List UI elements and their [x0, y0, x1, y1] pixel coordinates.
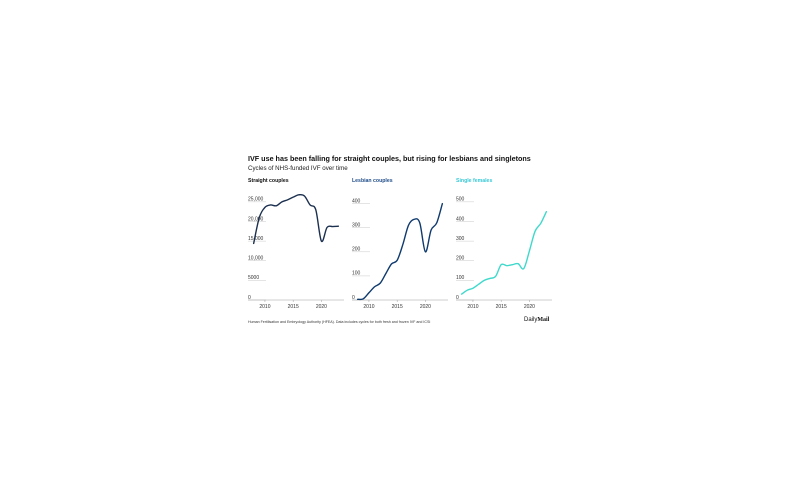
brand-part-1: Daily [524, 317, 538, 323]
x-tick-label: 2020 [420, 304, 431, 310]
x-tick-label: 2010 [363, 304, 374, 310]
x-tick-label: 2020 [524, 304, 535, 310]
chart-subtitle: Cycles of NHS-funded IVF over time [248, 165, 348, 172]
y-tick-label: 300 [352, 223, 361, 229]
panel-title-lesbian: Lesbian couples [352, 178, 393, 184]
straight-couples-chart: 0 5000 10,000 15,000 20,000 25,000 2010 2015 202… [248, 193, 344, 310]
y-tick-label: 0 [456, 295, 459, 301]
single-series-line [460, 210, 548, 295]
y-tick-label: 5000 [248, 275, 259, 281]
y-tick-label: 400 [352, 198, 361, 204]
x-tick-label: 2010 [467, 304, 478, 310]
x-tick-label: 2010 [259, 304, 270, 310]
y-tick-label: 100 [352, 271, 361, 277]
lesbian-couples-chart: 0 100 200 300 400 2010 2015 2020 [352, 198, 448, 310]
y-tick-label: 25,000 [248, 197, 264, 203]
x-tick-label: 2015 [288, 304, 299, 310]
y-tick-label: 20,000 [248, 216, 264, 222]
y-tick-label: 300 [456, 236, 465, 242]
x-tick-label: 2015 [496, 304, 507, 310]
chart-title: IVF use has been falling for straight co… [248, 154, 531, 163]
x-tick-label: 2020 [316, 304, 327, 310]
y-tick-label: 0 [352, 295, 355, 301]
brand-part-2: Mail [537, 317, 550, 323]
y-tick-label: 500 [456, 197, 465, 203]
straight-series-line [252, 193, 340, 245]
brand-logo: DailyMail [524, 317, 549, 323]
chart-figure: IVF use has been falling for straight co… [240, 148, 560, 334]
panel-title-single: Single females [456, 178, 493, 184]
source-note: Human Fertilisation and Embryology Autho… [248, 320, 431, 324]
single-females-chart: 0 100 200 300 400 500 2010 2015 2020 [456, 197, 552, 310]
x-tick-label: 2015 [392, 304, 403, 310]
y-tick-label: 200 [456, 256, 465, 262]
y-tick-label: 400 [456, 216, 465, 222]
lesbian-series-line [356, 202, 444, 301]
panel-title-straight: Straight couples [248, 178, 289, 184]
y-tick-label: 15,000 [248, 236, 264, 242]
y-tick-label: 100 [456, 275, 465, 281]
y-tick-label: 0 [248, 295, 251, 301]
y-tick-label: 10,000 [248, 256, 264, 262]
y-tick-label: 200 [352, 247, 361, 253]
